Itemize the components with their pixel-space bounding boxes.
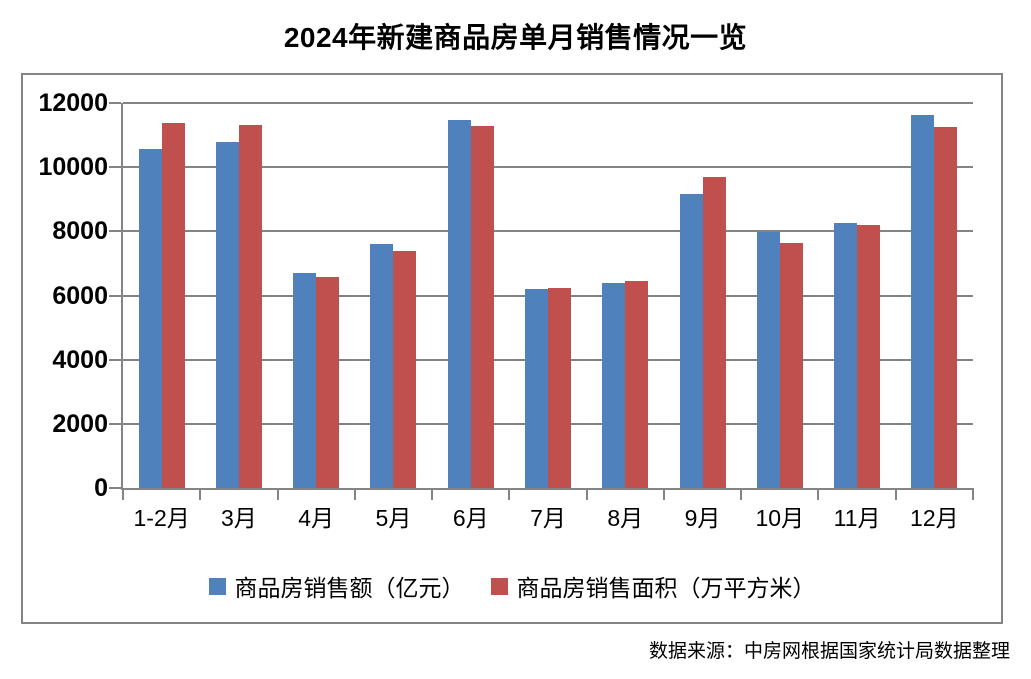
bar-sales-area-3月	[238, 125, 262, 488]
x-axis-tick	[817, 488, 820, 500]
y-axis-tick	[109, 487, 121, 489]
bar-sales-area-5月	[393, 251, 417, 488]
x-axis-tick	[122, 488, 124, 500]
x-axis-line	[123, 488, 973, 490]
y-axis-tick	[109, 166, 121, 169]
bar-sales-amount-6月	[447, 120, 471, 488]
plot-area	[109, 102, 974, 500]
legend-swatch-sales-amount-icon	[208, 577, 226, 595]
bar-sales-amount-5月	[370, 244, 394, 488]
bar-sales-area-9月	[702, 177, 726, 488]
bar-sales-area-4月	[316, 277, 340, 488]
gridline-8000	[123, 230, 973, 233]
x-axis-label-7月: 7月	[530, 505, 566, 531]
y-axis-tick-label: 6000	[52, 281, 108, 310]
y-axis-tick	[109, 230, 121, 233]
chart-area: 商品房销售额（亿元） 商品房销售面积（万平方米） 0 2000 4000 6000 80…	[21, 73, 1003, 624]
y-axis-tick	[109, 422, 121, 425]
legend-label-sales-amount: 商品房销售额（亿元）	[234, 576, 465, 601]
bar-sales-amount-11月	[834, 223, 858, 488]
y-axis-tick	[109, 102, 121, 104]
y-axis-tick-label: 10000	[38, 153, 108, 182]
y-axis-tick-label: 2000	[52, 409, 108, 438]
bar-sales-amount-1-2月	[138, 149, 162, 488]
x-axis-label-1-2月: 1-2月	[133, 505, 190, 531]
x-axis-tick	[662, 488, 665, 500]
bar-sales-area-7月	[548, 288, 571, 488]
legend-swatch-sales-area-icon	[490, 577, 508, 595]
bar-sales-amount-8月	[602, 283, 626, 488]
y-axis-tick-label: 4000	[52, 345, 108, 374]
x-axis-label-4月: 4月	[298, 505, 335, 531]
bar-sales-amount-10月	[756, 232, 780, 488]
x-axis-label-10月: 10月	[755, 505, 805, 531]
bar-sales-amount-4月	[293, 273, 317, 488]
chart-title: 2024年新建商品房单月销售情况一览	[283, 22, 748, 53]
bar-sales-amount-12月	[911, 115, 935, 488]
legend-item-sales-amount: 商品房销售额（亿元）	[208, 569, 465, 603]
y-axis-line	[121, 103, 123, 490]
y-axis-tick-label: 12000	[38, 89, 108, 117]
bar-sales-area-6月	[470, 126, 494, 488]
legend-item-sales-area: 商品房销售面积（万平方米）	[490, 569, 816, 603]
bar-sales-area-11月	[857, 225, 881, 488]
legend: 商品房销售额（亿元） 商品房销售面积（万平方米）	[23, 569, 1001, 603]
bar-sales-amount-7月	[525, 289, 548, 488]
x-axis-label-9月: 9月	[684, 505, 721, 531]
y-axis-tick-label: 0	[94, 474, 108, 502]
x-axis-tick	[972, 488, 974, 500]
bar-sales-area-10月	[779, 243, 803, 488]
bar-sales-amount-9月	[679, 194, 703, 488]
x-axis-label-5月: 5月	[375, 505, 412, 531]
bar-sales-area-8月	[625, 281, 649, 488]
bar-sales-area-12月	[934, 127, 958, 488]
data-source-note: 数据来源：中房网根据国家统计局数据整理	[648, 641, 1010, 662]
x-axis-label-8月: 8月	[607, 505, 644, 531]
y-axis-tick	[109, 358, 121, 361]
bar-sales-amount-3月	[215, 142, 239, 488]
x-axis-tick	[199, 488, 202, 500]
x-axis-label-12月: 12月	[910, 505, 959, 531]
y-axis-tick-label: 8000	[52, 217, 108, 246]
bar-sales-area-1-2月	[161, 123, 185, 488]
x-axis-tick	[508, 488, 511, 500]
x-axis-label-6月: 6月	[452, 505, 489, 531]
x-axis-tick	[276, 488, 279, 500]
legend-label-sales-area: 商品房销售面积（万平方米）	[516, 576, 816, 601]
x-axis-tick	[431, 488, 434, 500]
gridline-10000	[123, 166, 973, 169]
y-axis-tick	[109, 294, 121, 297]
x-axis-tick	[585, 488, 588, 500]
x-axis-tick	[894, 488, 897, 500]
gridline-12000	[123, 102, 973, 104]
x-axis-label-3月: 3月	[221, 505, 257, 531]
x-axis-tick	[740, 488, 743, 500]
x-axis-tick	[353, 488, 356, 500]
x-axis-label-11月: 11月	[833, 505, 881, 531]
